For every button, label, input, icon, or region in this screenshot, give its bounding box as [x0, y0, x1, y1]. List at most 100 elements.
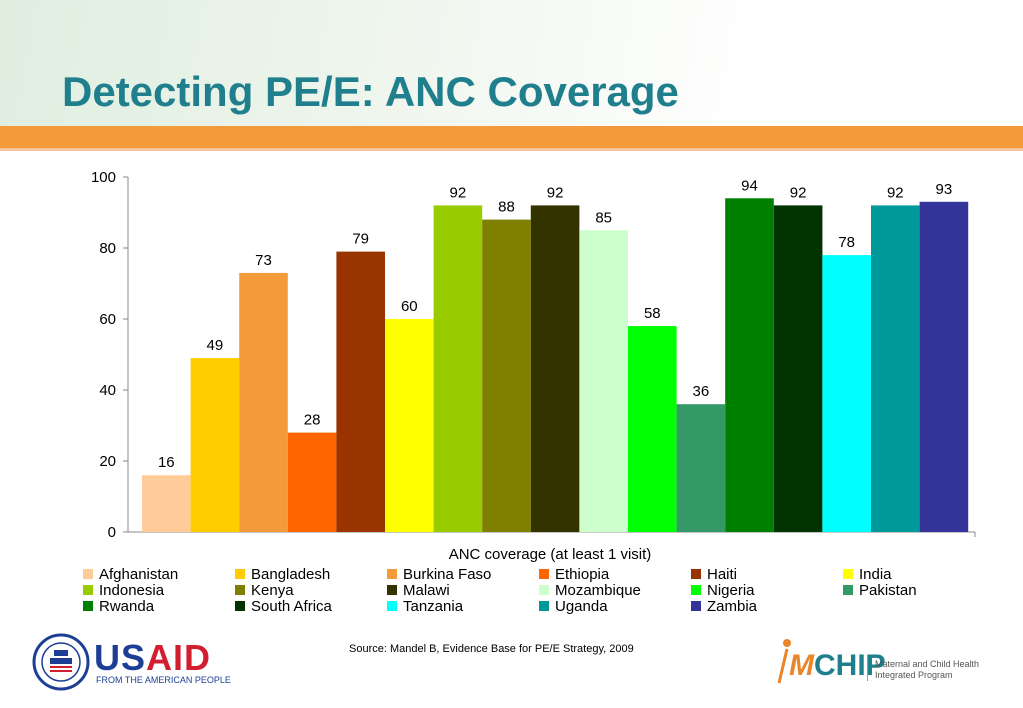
bar-afghanistan	[142, 475, 191, 532]
bar-india	[385, 319, 434, 532]
bar-indonesia	[433, 205, 483, 532]
data-label: 16	[158, 454, 175, 471]
header-background	[0, 0, 1023, 130]
legend-label: Rwanda	[99, 598, 155, 615]
data-label: 28	[304, 412, 321, 429]
legend-label: Nigeria	[707, 582, 755, 599]
mchip-logo: MCHIP Maternal and Child Health Integrat…	[775, 635, 1015, 695]
y-tick-label: 0	[108, 524, 116, 541]
legend-label: Burkina Faso	[403, 566, 492, 583]
bar-malawi	[530, 205, 580, 532]
legend-item: Burkina Faso	[387, 566, 492, 583]
legend-item: Kenya	[235, 582, 294, 599]
legend-label: Afghanistan	[99, 566, 179, 583]
bar-tanzania	[822, 255, 871, 532]
source-citation: Source: Mandel B, Evidence Base for PE/E…	[349, 643, 634, 655]
y-tick-label: 60	[99, 311, 116, 328]
bar-pakistan	[676, 404, 726, 532]
data-label: 92	[887, 184, 904, 201]
legend-swatch	[539, 568, 549, 579]
legend-label: Ethiopia	[555, 566, 610, 583]
legend-item: Afghanistan	[83, 566, 179, 583]
data-label: 92	[547, 184, 564, 201]
legend-item: Ethiopia	[539, 566, 610, 583]
legend-item: South Africa	[235, 598, 332, 615]
bar-rwanda	[725, 198, 774, 533]
legend-label: Indonesia	[99, 582, 165, 599]
usaid-wordmark: USAID	[94, 637, 212, 678]
bar-south-africa	[773, 205, 823, 532]
legend-swatch	[539, 600, 549, 611]
legend-swatch	[83, 568, 93, 579]
legend-label: Zambia	[707, 598, 758, 615]
legend-label: Mozambique	[555, 582, 641, 599]
data-label: 93	[936, 181, 953, 198]
legend-swatch	[235, 584, 245, 595]
slide-title: Detecting PE/E: ANC Coverage	[62, 68, 679, 115]
legend-swatch	[235, 600, 245, 611]
bar-zambia	[919, 201, 969, 533]
legend-swatch	[83, 584, 93, 595]
usaid-seal-icon	[32, 633, 90, 691]
bar-nigeria	[628, 326, 677, 532]
legend-item: Tanzania	[387, 598, 464, 615]
legend-label: Haiti	[707, 566, 738, 583]
legend-item: Indonesia	[83, 582, 165, 599]
legend-swatch	[83, 600, 93, 611]
legend-item: Pakistan	[843, 582, 917, 599]
legend-label: India	[859, 566, 892, 583]
legend-item: Rwanda	[83, 598, 155, 615]
legend-swatch	[387, 600, 397, 611]
data-label: 88	[498, 199, 515, 216]
divider-band-edge	[0, 148, 1023, 151]
bar-uganda	[871, 205, 920, 532]
legend-swatch	[539, 584, 549, 595]
mchip-figure-icon	[777, 639, 791, 684]
data-label: 92	[450, 184, 467, 201]
legend-swatch	[387, 568, 397, 579]
bar-bangladesh	[190, 358, 240, 532]
data-label: 36	[693, 383, 710, 400]
legend-item: Bangladesh	[235, 566, 330, 583]
legend-swatch	[235, 568, 245, 579]
bar-kenya	[482, 219, 531, 532]
data-label: 94	[741, 177, 758, 194]
legend-label: Tanzania	[403, 598, 464, 615]
data-label: 49	[207, 337, 224, 354]
legend-label: South Africa	[251, 598, 332, 615]
legend-label: Pakistan	[859, 582, 917, 599]
bar-mozambique	[579, 230, 628, 533]
bar-haiti	[336, 251, 385, 532]
legend-item: Malawi	[387, 582, 450, 599]
data-label: 58	[644, 305, 661, 322]
orange-divider-band	[0, 126, 1023, 148]
y-tick-label: 20	[99, 453, 116, 470]
usaid-logo: USAID FROM THE AMERICAN PEOPLE	[32, 633, 232, 693]
legend-label: Kenya	[251, 582, 294, 599]
legend-item: Uganda	[539, 598, 608, 615]
legend-swatch	[843, 584, 853, 595]
legend-item: Haiti	[691, 566, 738, 583]
legend-item: India	[843, 566, 892, 583]
mchip-subtitle: Maternal and Child Health Integrated Pro…	[875, 659, 980, 680]
legend-swatch	[691, 568, 701, 579]
mchip-wordmark: MCHIP	[789, 649, 886, 682]
usaid-tagline: FROM THE AMERICAN PEOPLE	[96, 675, 231, 685]
legend-item: Zambia	[691, 598, 758, 615]
bar-ethiopia	[287, 432, 337, 532]
legend-title: ANC coverage (at least 1 visit)	[448, 546, 652, 563]
y-tick-label: 100	[91, 169, 116, 186]
data-label: 85	[595, 209, 612, 226]
legend-item: Nigeria	[691, 582, 755, 599]
y-tick-label: 80	[99, 240, 116, 257]
legend-swatch	[387, 584, 397, 595]
data-label: 92	[790, 184, 807, 201]
mchip-divider	[867, 655, 868, 681]
legend-swatch	[843, 568, 853, 579]
data-label: 78	[838, 234, 855, 251]
data-label: 60	[401, 298, 418, 315]
legend-item: Mozambique	[539, 582, 641, 599]
legend-label: Uganda	[555, 598, 608, 615]
data-label: 79	[352, 231, 369, 248]
legend-swatch	[691, 584, 701, 595]
